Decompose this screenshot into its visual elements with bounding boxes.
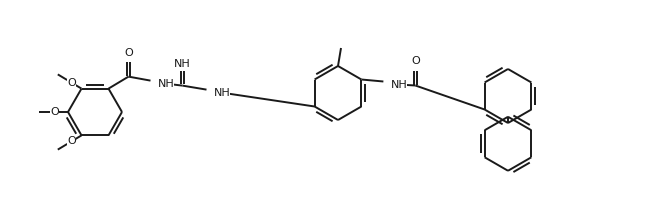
Text: O: O xyxy=(67,136,76,146)
Text: NH: NH xyxy=(214,88,230,98)
Text: NH: NH xyxy=(157,79,174,89)
Text: O: O xyxy=(67,78,76,88)
Text: NH: NH xyxy=(390,79,407,89)
Text: O: O xyxy=(51,107,59,117)
Text: NH: NH xyxy=(174,59,191,69)
Text: O: O xyxy=(124,48,133,58)
Text: O: O xyxy=(411,56,420,66)
